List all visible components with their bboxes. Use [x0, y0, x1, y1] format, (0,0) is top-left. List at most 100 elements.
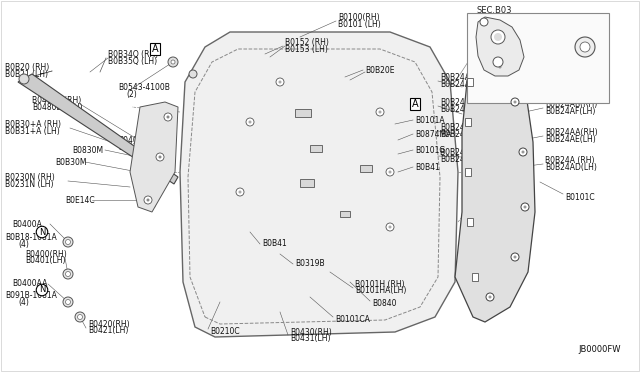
Circle shape [248, 121, 252, 124]
Circle shape [493, 57, 503, 67]
Text: B0319B: B0319B [295, 260, 324, 269]
Bar [465, 118, 471, 126]
Text: A: A [152, 44, 158, 54]
Text: B0B18-1081A: B0B18-1081A [5, 232, 57, 241]
Bar [467, 78, 473, 86]
Text: B0431(LH): B0431(LH) [290, 334, 330, 343]
Text: B0B20E: B0B20E [365, 65, 394, 74]
Text: B0480EA(LH): B0480EA(LH) [32, 103, 83, 112]
Circle shape [276, 78, 284, 86]
Circle shape [147, 199, 150, 202]
Circle shape [513, 100, 516, 103]
Circle shape [159, 155, 161, 158]
Text: B0B24AF(LH): B0B24AF(LH) [545, 106, 595, 115]
Text: B0B24AB(RH): B0B24AB(RH) [545, 99, 597, 109]
Text: B0B24AE(LH): B0B24AE(LH) [545, 135, 596, 144]
Circle shape [239, 190, 241, 193]
Circle shape [491, 30, 505, 44]
Circle shape [65, 272, 70, 276]
Polygon shape [18, 74, 178, 184]
Circle shape [496, 63, 504, 71]
Text: B0B24AJ(LH): B0B24AJ(LH) [545, 80, 593, 89]
Circle shape [75, 312, 85, 322]
Text: B0B24AF(LH): B0B24AF(LH) [440, 105, 490, 113]
Text: B0830 (RH): B0830 (RH) [545, 28, 589, 36]
Text: B0101H (RH): B0101H (RH) [355, 279, 404, 289]
Text: B0101C: B0101C [565, 192, 595, 202]
Circle shape [575, 37, 595, 57]
Circle shape [480, 18, 488, 26]
Circle shape [521, 203, 529, 211]
Circle shape [388, 225, 392, 228]
Circle shape [388, 170, 392, 173]
Text: B0230N (RH): B0230N (RH) [5, 173, 55, 182]
Circle shape [63, 237, 73, 247]
Text: B0400B: B0400B [118, 135, 148, 144]
Circle shape [519, 148, 527, 156]
Circle shape [236, 188, 244, 196]
Circle shape [278, 80, 282, 83]
Text: B0100(RH): B0100(RH) [338, 13, 380, 22]
Text: B0420(RH): B0420(RH) [88, 320, 130, 328]
Text: B0B41: B0B41 [262, 240, 287, 248]
Text: B0543-4100B: B0543-4100B [118, 83, 170, 92]
Text: B0830M: B0830M [72, 145, 103, 154]
Text: B091B-1081A: B091B-1081A [5, 292, 57, 301]
Polygon shape [180, 32, 458, 337]
Text: B0E14C: B0E14C [65, 196, 95, 205]
Text: B0B30+A (RH): B0B30+A (RH) [5, 119, 61, 128]
Circle shape [386, 168, 394, 176]
Text: B0B24AA(RH): B0B24AA(RH) [440, 122, 493, 131]
Circle shape [166, 115, 170, 119]
Circle shape [19, 74, 29, 84]
Circle shape [63, 297, 73, 307]
Text: B0101HA(LH): B0101HA(LH) [355, 286, 406, 295]
Bar [472, 273, 478, 281]
Bar [467, 218, 473, 226]
Text: B0B24AH(RH): B0B24AH(RH) [440, 73, 493, 81]
Text: B0874MA: B0874MA [415, 129, 451, 138]
Text: B0974M: B0974M [118, 142, 149, 151]
Text: B0B21 (LH): B0B21 (LH) [5, 70, 48, 78]
Circle shape [378, 110, 381, 113]
Text: B0101A: B0101A [415, 115, 445, 125]
Text: B0B24A (RH): B0B24A (RH) [545, 155, 595, 164]
Circle shape [144, 196, 152, 204]
Circle shape [65, 240, 70, 244]
Circle shape [246, 118, 254, 126]
Text: (4): (4) [18, 240, 29, 248]
Polygon shape [455, 47, 535, 322]
Text: B0B34Q (RH): B0B34Q (RH) [108, 49, 158, 58]
Text: B0101G: B0101G [415, 145, 445, 154]
Text: JB0000FW: JB0000FW [578, 346, 621, 355]
Text: B0B20 (RH): B0B20 (RH) [5, 62, 49, 71]
Text: B0B24AD(LH): B0B24AD(LH) [440, 154, 492, 164]
Text: B0231N (LH): B0231N (LH) [5, 180, 54, 189]
Circle shape [376, 108, 384, 116]
Bar [360, 165, 372, 172]
Text: B0B35Q (LH): B0B35Q (LH) [108, 57, 157, 65]
Text: B0B24AA(RH): B0B24AA(RH) [545, 128, 598, 137]
Bar [340, 211, 350, 217]
Text: B0B24AH(RH): B0B24AH(RH) [545, 73, 598, 81]
Text: (2): (2) [127, 90, 138, 99]
Text: B0B41: B0B41 [415, 163, 440, 171]
Circle shape [77, 314, 83, 320]
FancyBboxPatch shape [467, 13, 609, 103]
Text: B0153 (LH): B0153 (LH) [285, 45, 328, 54]
Bar [465, 168, 471, 176]
Text: B0B24AB(RH): B0B24AB(RH) [440, 97, 492, 106]
Text: B0B24AJ(LH): B0B24AJ(LH) [440, 80, 488, 89]
Text: B0430(RH): B0430(RH) [290, 327, 332, 337]
Text: (4): (4) [18, 298, 29, 308]
Text: A: A [412, 99, 419, 109]
Circle shape [386, 223, 394, 231]
Circle shape [522, 151, 525, 154]
Circle shape [171, 60, 175, 64]
Circle shape [164, 113, 172, 121]
Text: N: N [39, 228, 45, 237]
Polygon shape [130, 102, 178, 212]
Text: B0400AA: B0400AA [12, 279, 47, 289]
Bar [310, 145, 322, 152]
Text: N: N [39, 285, 45, 295]
